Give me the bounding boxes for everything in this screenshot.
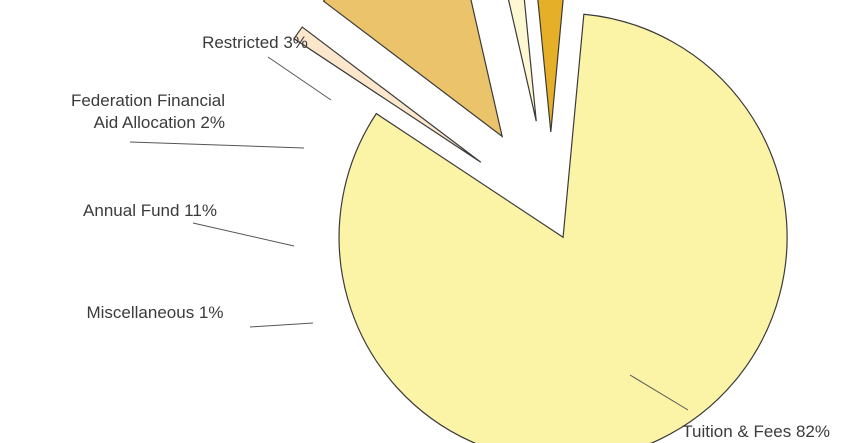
slice-label-tuition-fees-82: Tuition & Fees 82% (682, 422, 830, 441)
slice-label-miscellaneous-1: Miscellaneous 1% (86, 303, 223, 322)
leader-line-tuition-fees-82 (629, 374, 689, 411)
slice-label-annual-fund-11: Annual Fund 11% (83, 201, 217, 220)
leader-line-federation-financial-aid-allocation-2 (129, 141, 305, 149)
pie-slice-miscellaneous-1 (293, 26, 482, 163)
pie-slice-federation-financial-aid-allocation-2 (507, 0, 537, 122)
pie-slice-restricted-3 (537, 0, 564, 133)
pie-slice-tuition-fees-82 (338, 13, 788, 443)
slice-label-federation-financial-aid-allocation-2: Federation Financial Aid Allocation 2% (71, 91, 225, 132)
pie-slices (293, 0, 788, 443)
leader-line-miscellaneous-1 (249, 322, 314, 328)
leader-line-restricted-3 (267, 56, 332, 101)
leader-lines (129, 56, 689, 411)
pie-slice-annual-fund-11 (322, 0, 504, 138)
leader-line-annual-fund-11 (192, 222, 295, 247)
slice-labels: Tuition & Fees 82% Restricted 3% Federatio… (71, 33, 830, 441)
slice-label-restricted-3: Restricted 3% (202, 33, 308, 52)
